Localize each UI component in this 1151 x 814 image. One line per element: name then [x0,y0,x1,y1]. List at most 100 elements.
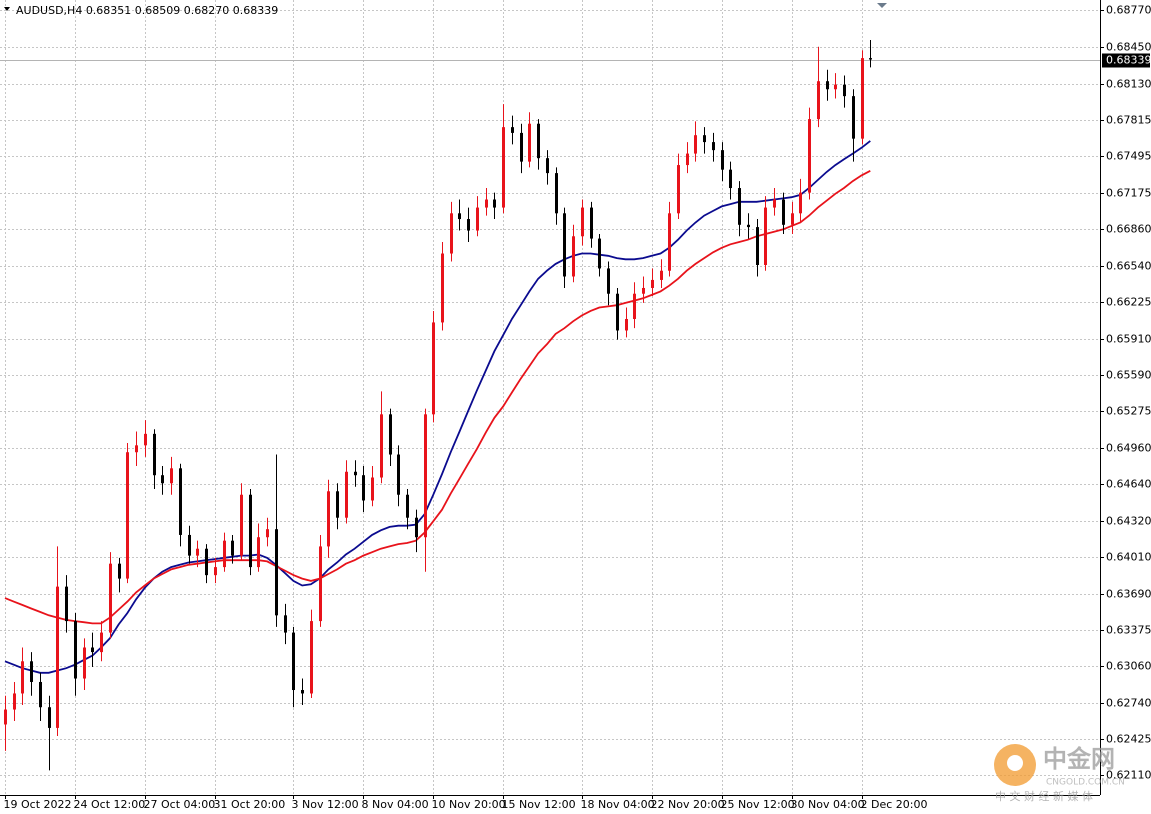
candle-body [406,494,409,518]
candle-body [100,632,103,653]
candle-body [756,227,759,265]
y-tick-label: 0.64640 [1106,478,1151,491]
candle-body [799,192,802,214]
x-tick-label: 31 Oct 20:00 [214,798,286,811]
x-tick-label: 22 Nov 20:00 [651,798,725,811]
candle-body [397,454,400,495]
x-tick-label: 24 Oct 12:00 [74,798,146,811]
x-tick-label: 3 Nov 12:00 [292,798,359,811]
candle-body [153,433,156,476]
candle-body [537,123,540,159]
y-tick-label: 0.68450 [1106,41,1151,54]
candle-body [30,661,33,682]
candle-body [257,537,260,568]
candle-body [721,150,724,170]
candle-body [109,563,112,633]
candle-body [467,219,470,231]
candle-body [292,632,295,691]
candle-body [223,540,226,568]
candle-body [485,199,488,208]
y-tick-label: 0.66225 [1106,296,1151,309]
candle-body [642,287,645,294]
candle-body [214,567,217,576]
candle-body [284,615,287,633]
candle-body [424,414,427,538]
candle-body [572,236,575,277]
candle-body [266,529,269,538]
symbol-menu-marker [4,7,10,11]
candle-body [83,647,86,679]
x-tick-label: 18 Nov 04:00 [581,798,655,811]
current-price-label: 0.68339 [1106,54,1151,67]
candle-body [21,661,24,694]
candle-body [196,548,199,556]
candle-body [791,213,794,225]
candle-body [389,414,392,455]
candle-body [826,81,829,90]
x-tick-label: 8 Nov 04:00 [362,798,429,811]
candle-body [275,529,278,616]
y-tick-label: 0.62110 [1106,769,1151,782]
x-tick-label: 2 Dec 20:00 [861,798,928,811]
candle-body [354,471,357,476]
candle-body [633,293,636,319]
candle-body [598,238,601,269]
y-tick-label: 0.65275 [1106,405,1151,418]
candle-body [13,693,16,710]
y-tick-label: 0.64960 [1106,442,1151,455]
x-tick-label: 10 Nov 20:00 [432,798,506,811]
y-tick-label: 0.64320 [1106,515,1151,528]
x-tick-label: 30 Nov 04:00 [791,798,865,811]
candle-body [625,318,628,331]
candle-body [808,119,811,193]
candle-body [694,135,697,154]
candle-body [301,690,304,694]
candle-body [843,84,846,97]
candle-body [135,445,138,453]
candle-body [555,173,558,214]
candle-body [179,468,182,535]
candle-body [170,468,173,484]
candle-body [782,199,785,225]
candle-body [188,534,191,556]
candle-body [441,253,444,323]
candle-body [773,199,776,208]
y-tick-label: 0.63060 [1106,660,1151,673]
candle-body [432,322,435,415]
candle-body [336,491,339,518]
candle-body [677,165,680,214]
moving-average-line [4,140,871,674]
candle-body [310,621,313,694]
candle-body [764,207,767,265]
candle-body [319,546,322,622]
candle-body [345,471,348,518]
candle-body [511,127,514,133]
candle-body [126,452,129,579]
candle-body [729,169,732,189]
candle-body [476,207,479,231]
y-tick-label: 0.66860 [1106,223,1151,236]
candle-body [39,681,42,708]
candle-body [205,548,208,576]
candle-body [686,153,689,166]
y-tick-label: 0.64010 [1106,551,1151,564]
candle-body [118,563,121,579]
candle-body [371,477,374,501]
y-tick-label: 0.65590 [1106,369,1151,382]
y-tick-label: 0.65910 [1106,333,1151,346]
y-tick-label: 0.67495 [1106,150,1151,163]
candle-body [327,491,330,547]
y-tick-label: 0.63375 [1106,624,1151,637]
y-tick-label: 0.63690 [1106,588,1151,601]
candle-body [563,213,566,277]
candle-body [161,475,164,484]
watermark: 中金网 CNGOLD.COM.CN 中 文 财 经 新 媒 体 [994,744,1125,803]
candle-body [362,475,365,501]
marks [4,39,872,771]
y-tick-label: 0.67175 [1106,187,1151,200]
watermark-site: CNGOLD.COM.CN [1046,778,1125,788]
candle-body [852,96,855,139]
